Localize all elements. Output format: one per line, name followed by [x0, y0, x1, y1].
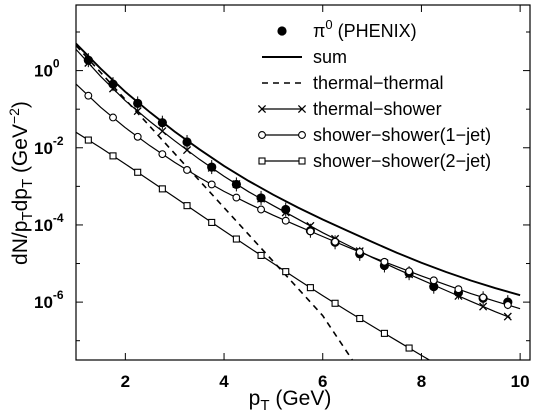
- legend-label: sum: [313, 47, 347, 67]
- series-3-marker: [158, 127, 167, 136]
- series-4-marker: [183, 166, 191, 174]
- legend-marker: [298, 131, 306, 139]
- series-3-line: [76, 48, 511, 319]
- series-2-line: [76, 44, 353, 360]
- plot-frame: [75, 4, 531, 361]
- series-5-marker: [109, 152, 117, 160]
- y-tick-label: 100: [34, 57, 60, 81]
- legend-label: shower−shower(1−jet): [313, 125, 491, 145]
- series-1-line: [76, 42, 521, 297]
- series-5-marker: [306, 284, 314, 292]
- legend-item: thermal−thermal: [262, 73, 444, 93]
- series-5-marker: [183, 202, 191, 210]
- series-3-marker: [256, 194, 266, 203]
- x-tick-label: 8: [417, 372, 426, 391]
- series-5-marker: [208, 218, 216, 226]
- legend-item: sum: [262, 47, 347, 67]
- series-3-marker: [281, 208, 290, 217]
- series-4-marker: [405, 267, 414, 276]
- legend-marker: [297, 104, 307, 114]
- legend-label: shower−shower(2−jet): [313, 151, 491, 171]
- series-4-marker: [232, 193, 241, 202]
- series-4-marker: [355, 248, 364, 256]
- series-0: [83, 53, 513, 310]
- x-tick-label: 10: [511, 372, 530, 391]
- y-tick-label: 10-2: [34, 134, 64, 158]
- series-4-marker: [429, 276, 438, 285]
- series-3-marker: [182, 146, 192, 155]
- x-tick-label: 2: [121, 372, 130, 391]
- series-4-marker: [380, 257, 389, 266]
- y-tick-label: 10-6: [34, 288, 64, 312]
- series-3-marker: [479, 302, 488, 311]
- series-4-marker: [257, 205, 266, 214]
- legend-marker: [258, 157, 266, 165]
- legend-marker: [298, 157, 306, 165]
- axis-ticks: 2 4 6 8 10 100 10-2 10-4 10-6: [34, 5, 530, 391]
- legend-item: shower−shower(2−jet): [258, 151, 491, 171]
- series-1: [76, 42, 521, 297]
- series-layer: [76, 42, 521, 360]
- series-4-marker: [503, 301, 512, 309]
- legend-item: π0 (PHENIX): [277, 17, 417, 41]
- series-4: [76, 83, 521, 310]
- series-4-marker: [331, 237, 340, 246]
- series-5-marker: [257, 251, 265, 259]
- series-4-marker: [281, 216, 290, 225]
- x-axis-label: pT (GeV): [249, 387, 332, 413]
- series-4-marker: [133, 132, 142, 141]
- series-4-line: [76, 83, 521, 310]
- series-3-marker: [503, 312, 512, 321]
- series-3-marker: [84, 58, 93, 67]
- series-4-marker: [207, 180, 216, 189]
- series-4-marker: [84, 91, 93, 100]
- series-5-marker: [158, 185, 166, 193]
- series-5-marker: [380, 329, 388, 337]
- series-2: [76, 44, 353, 360]
- legend: π0 (PHENIX) sum thermal−thermal thermal−sho…: [257, 17, 491, 171]
- series-4-marker: [306, 227, 315, 236]
- legend-item: shower−shower(1−jet): [258, 125, 491, 145]
- series-5-marker: [282, 268, 290, 276]
- series-5-marker: [405, 344, 413, 352]
- series-3: [76, 48, 512, 321]
- y-tick-label: 10-4: [34, 211, 64, 235]
- series-3-marker: [207, 163, 216, 172]
- series-4-marker: [454, 285, 463, 294]
- legend-marker: [257, 104, 267, 114]
- legend-label: π0 (PHENIX): [313, 17, 417, 41]
- series-5-marker: [134, 168, 142, 176]
- x-tick-label: 4: [219, 372, 229, 391]
- series-5-marker: [84, 136, 92, 144]
- series-3-marker: [108, 84, 118, 93]
- legend-marker: [258, 131, 266, 139]
- y-axis-label: dN/pTdpT (GeV−2): [6, 101, 36, 265]
- series-5-marker: [232, 235, 240, 243]
- series-3-marker: [133, 107, 142, 116]
- series-5-line: [76, 131, 431, 360]
- series-3-marker: [232, 179, 241, 189]
- legend-label: thermal−shower: [313, 99, 442, 119]
- legend-item: thermal−shower: [257, 99, 442, 119]
- legend-label: thermal−thermal: [313, 73, 444, 93]
- series-4-marker: [158, 150, 167, 159]
- series-3-marker: [454, 291, 463, 301]
- x-tick-label: 6: [318, 372, 327, 391]
- series-5-marker: [331, 299, 339, 307]
- series-5-marker: [356, 314, 364, 323]
- legend-marker: [277, 26, 287, 36]
- series-4-marker: [109, 113, 117, 122]
- series-4-marker: [479, 293, 488, 302]
- series-5: [76, 131, 431, 360]
